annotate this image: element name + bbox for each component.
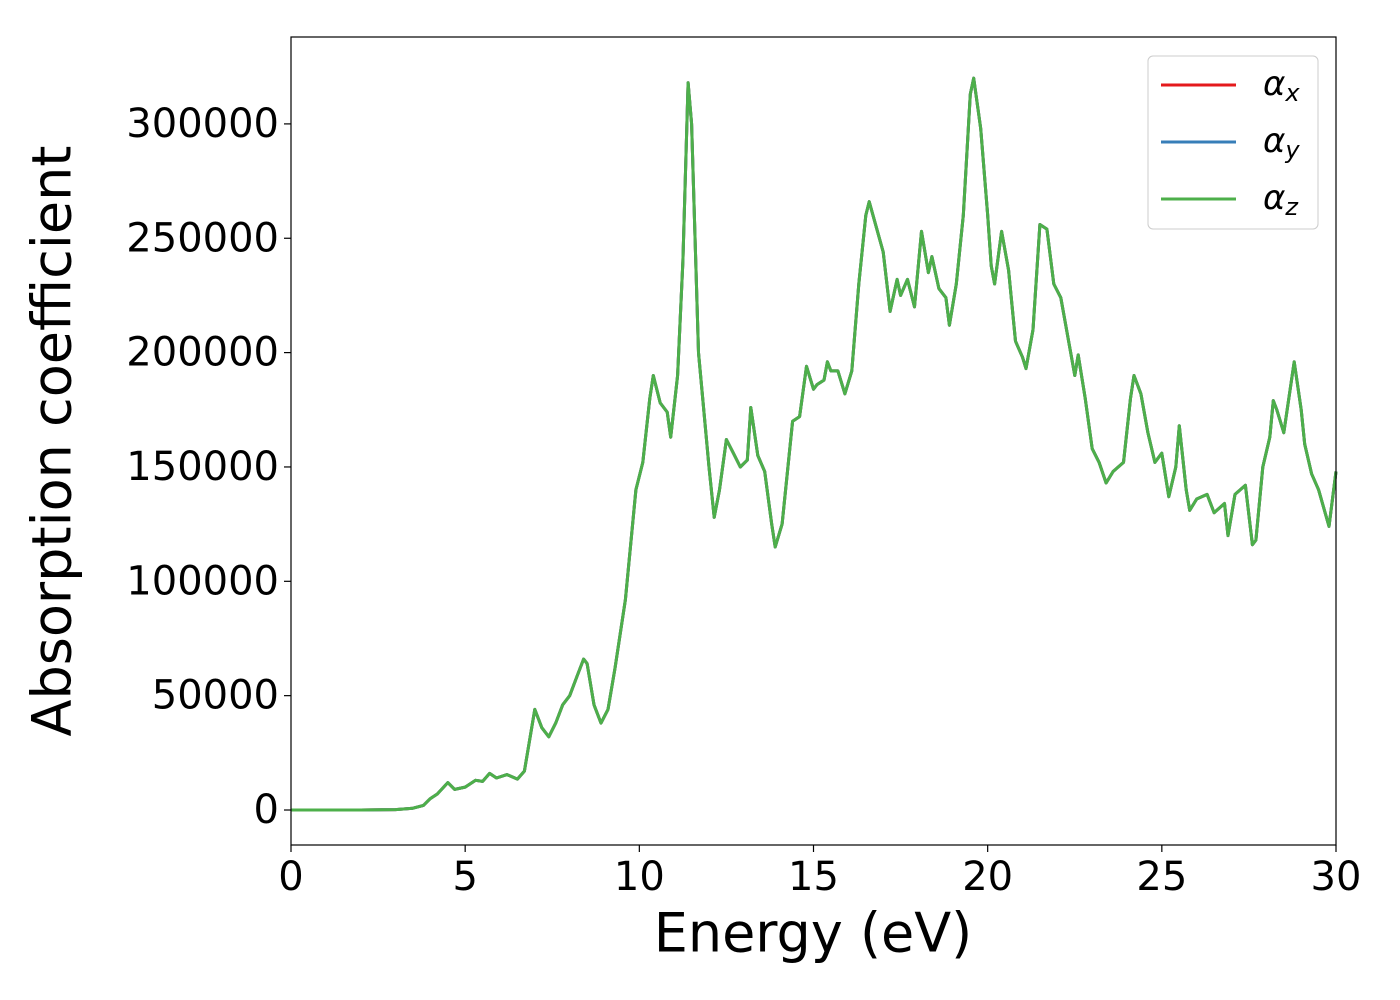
- x-tick-label: 15: [788, 854, 839, 900]
- x-tick-label: 25: [1136, 854, 1187, 900]
- x-tick-label: 20: [962, 854, 1013, 900]
- legend-label: αz: [1263, 178, 1299, 222]
- x-tick-label: 10: [614, 854, 665, 900]
- y-tick-label: 200000: [126, 330, 279, 376]
- legend-label: αy: [1263, 121, 1300, 165]
- x-axis-label: Energy (eV): [654, 902, 973, 965]
- x-tick-label: 0: [278, 854, 303, 900]
- y-tick-label: 150000: [126, 444, 279, 490]
- y-tick-label: 250000: [126, 215, 279, 261]
- x-tick-label: 5: [452, 854, 477, 900]
- legend-label: αx: [1263, 64, 1300, 108]
- y-tick-label: 100000: [126, 558, 279, 604]
- x-tick-label: 30: [1311, 854, 1362, 900]
- y-tick-label: 0: [254, 787, 279, 833]
- y-tick-label: 50000: [152, 673, 279, 719]
- y-tick-label: 300000: [126, 101, 279, 147]
- data-line: [291, 76, 1338, 812]
- y-axis-label: Absorption coefficient: [21, 146, 84, 737]
- legend: αx αy αz: [1147, 55, 1319, 230]
- plot-frame: [290, 36, 1337, 846]
